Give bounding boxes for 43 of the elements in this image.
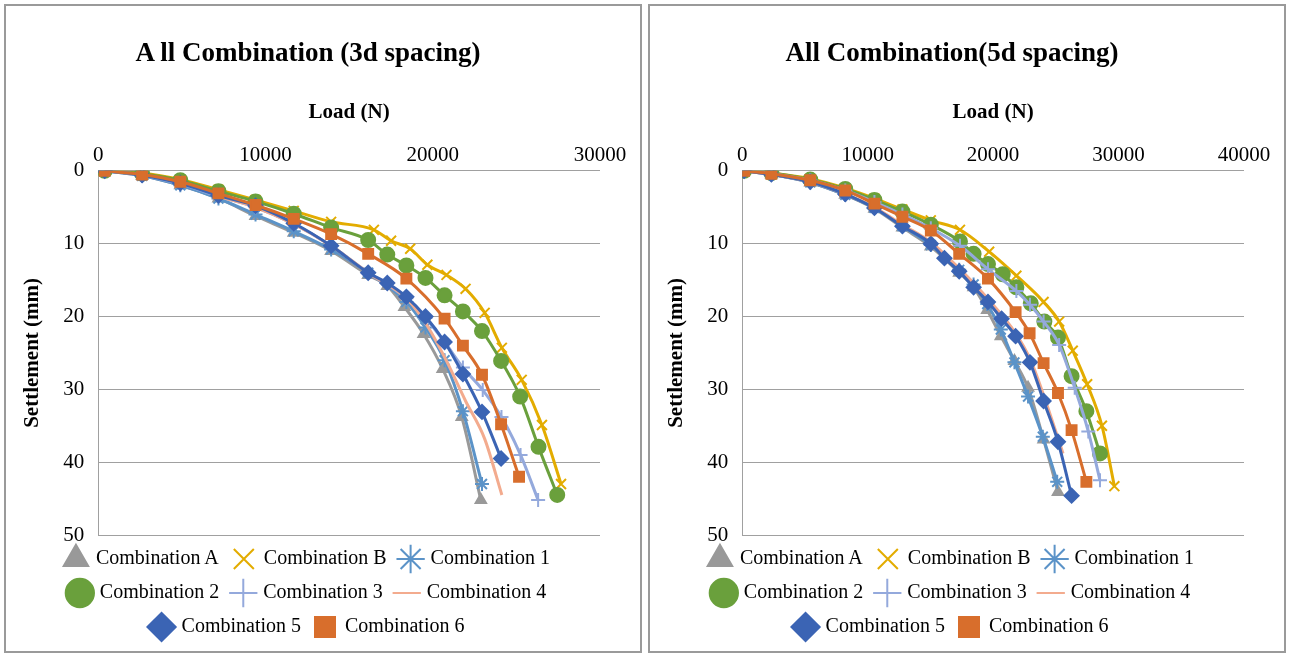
legend-label: Combination A	[95, 546, 220, 569]
x-tick-label: 30000	[573, 141, 627, 166]
legend-label: Combination 5	[181, 614, 302, 637]
legend-label: Combination 6	[989, 614, 1109, 637]
y-axis-title: Settlement (mm)	[19, 277, 44, 428]
legend-label: Combination 2	[99, 580, 220, 603]
x-tick-label: 0	[736, 141, 748, 166]
legend-label: Combination B	[263, 546, 387, 569]
x-tick-label: 20000	[406, 141, 459, 166]
legend-label: Combination A	[739, 546, 864, 569]
y-tick-label: 0	[717, 157, 729, 182]
y-tick-label: 20	[707, 303, 729, 327]
legend-label: Combination 5	[825, 614, 946, 637]
legend-label: Combination 3	[907, 580, 1027, 603]
y-tick-label: 20	[63, 303, 85, 327]
legend-label: Combination 4	[1070, 580, 1191, 603]
legend-label: Combination 1	[430, 546, 551, 569]
y-tick-label: 30	[63, 375, 85, 400]
x-tick-label: 10000	[841, 141, 894, 166]
x-tick-label: 0	[92, 141, 104, 166]
y-tick-label: 40	[707, 448, 729, 473]
y-tick-label: 10	[707, 230, 729, 255]
y-tick-label: 50	[707, 521, 729, 546]
legend-label: Combination 6	[345, 614, 465, 637]
legend-label: Combination 4	[426, 580, 547, 603]
x-tick-label: 20000	[966, 141, 1020, 166]
y-tick-label: 50	[63, 521, 85, 546]
x-axis-title: Load (N)	[952, 99, 1034, 124]
chart-title: A ll Combination (3d spacing)	[135, 37, 481, 68]
y-axis-title: Settlement (mm)	[663, 277, 688, 428]
y-tick-label: 30	[707, 375, 729, 400]
legend-label: Combination B	[907, 546, 1031, 569]
legend-label: Combination 1	[1074, 546, 1195, 569]
y-tick-label: 10	[63, 230, 85, 255]
x-tick-label: 40000	[1217, 141, 1271, 166]
y-tick-label: 0	[73, 157, 85, 182]
x-tick-label: 30000	[1092, 141, 1145, 166]
x-tick-label: 10000	[239, 141, 292, 166]
legend-label: Combination 2	[743, 580, 864, 603]
chart-title: All Combination(5d spacing)	[785, 37, 1119, 68]
legend-label: Combination 3	[263, 580, 383, 603]
x-axis-title: Load (N)	[308, 99, 390, 124]
y-tick-label: 40	[63, 448, 85, 473]
